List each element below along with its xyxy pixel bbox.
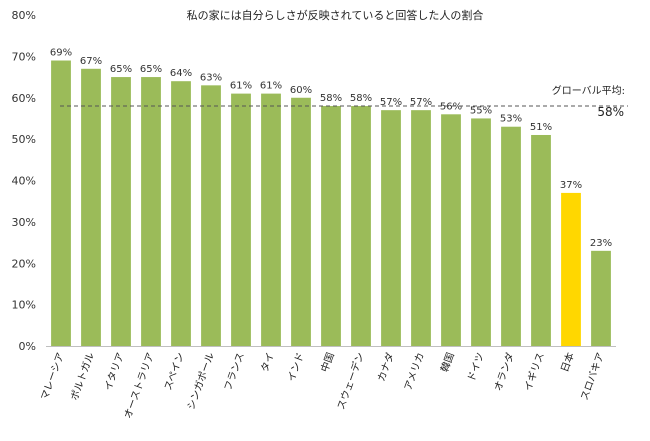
bar: [81, 68, 101, 346]
bar-value-label: 61%: [260, 81, 282, 92]
category-label: 韓国: [439, 351, 457, 374]
category-label: ポルトガル: [68, 351, 96, 402]
category-label: スペイン: [163, 351, 187, 392]
y-tick-label: 40%: [12, 175, 36, 188]
global-average-label: グローバル平均:: [552, 84, 625, 97]
y-tick-label: 30%: [12, 216, 36, 229]
category-label: ドイツ: [466, 351, 487, 383]
category-label: イタリア: [102, 351, 127, 392]
bar: [531, 134, 551, 346]
y-axis-ticks: 0% 10% 20% 30% 40% 50% 60% 70% 80%: [12, 9, 36, 353]
bar: [411, 110, 431, 346]
bar: [381, 110, 401, 346]
bar-value-label: 56%: [440, 101, 462, 112]
bar-value-label: 69%: [50, 48, 72, 59]
bar: [201, 85, 221, 347]
bar: [471, 118, 491, 346]
category-label: スロバキア: [578, 351, 606, 402]
bar-value-label: 64%: [170, 68, 192, 79]
bar: [591, 250, 611, 346]
bar-value-label: 58%: [320, 93, 342, 104]
bar: [111, 77, 131, 346]
y-tick-label: 80%: [12, 9, 36, 22]
category-label: フランス: [222, 351, 247, 393]
bar-value-label: 58%: [350, 93, 372, 104]
bar-value-label: 37%: [560, 180, 582, 191]
bar-value-label: 60%: [290, 85, 312, 96]
bar: [501, 126, 521, 347]
y-tick-label: 70%: [12, 50, 36, 63]
y-tick-label: 0%: [19, 340, 36, 353]
y-tick-label: 50%: [12, 133, 36, 146]
bar: [231, 93, 251, 346]
bar-value-label: 23%: [590, 238, 612, 249]
category-label: 中国: [318, 351, 337, 374]
bar-value-label: 61%: [230, 81, 252, 92]
category-label: オーストラリア: [122, 351, 157, 420]
bar: [171, 81, 191, 346]
y-tick-label: 60%: [12, 92, 36, 105]
bar: [321, 106, 341, 347]
bar-value-label: 51%: [530, 122, 552, 133]
bar-value-label: 65%: [140, 64, 162, 75]
global-average-value: 58%: [597, 105, 624, 119]
chart-title: 私の家には自分らしさが反映されていると回答した人の割合: [187, 8, 484, 22]
bar: [141, 77, 161, 346]
bar-value-label: 67%: [80, 56, 102, 67]
category-label: 日本: [558, 351, 577, 374]
y-tick-label: 10%: [12, 299, 36, 312]
category-label: タイ: [259, 351, 277, 374]
bar: [291, 97, 311, 346]
category-label: マレーシア: [39, 351, 66, 402]
bar-value-label: 55%: [470, 105, 492, 116]
bar-series: [51, 60, 611, 347]
category-label: インド: [286, 351, 307, 383]
category-label: イギリス: [522, 351, 547, 393]
bar: [561, 192, 581, 346]
bar-value-labels: 69% 67% 65% 65% 64% 63% 61% 61% 60% 58% 58% 57% 57% 5…: [50, 48, 612, 249]
bar-value-label: 65%: [110, 64, 132, 75]
category-label: オランダ: [491, 351, 517, 393]
bar: [351, 106, 371, 347]
bar-value-label: 53%: [500, 114, 522, 125]
bar-value-label: 57%: [410, 97, 432, 108]
y-tick-label: 20%: [12, 257, 36, 270]
bar: [441, 114, 461, 346]
bar: [261, 93, 281, 346]
bar: [51, 60, 71, 346]
bar-value-label: 57%: [380, 97, 402, 108]
category-label: シンガポール: [185, 351, 217, 411]
category-label: スウェーデン: [334, 351, 367, 412]
bar-value-label: 63%: [200, 72, 222, 83]
category-label: カナダ: [374, 351, 396, 384]
category-label: アメリカ: [402, 351, 427, 392]
